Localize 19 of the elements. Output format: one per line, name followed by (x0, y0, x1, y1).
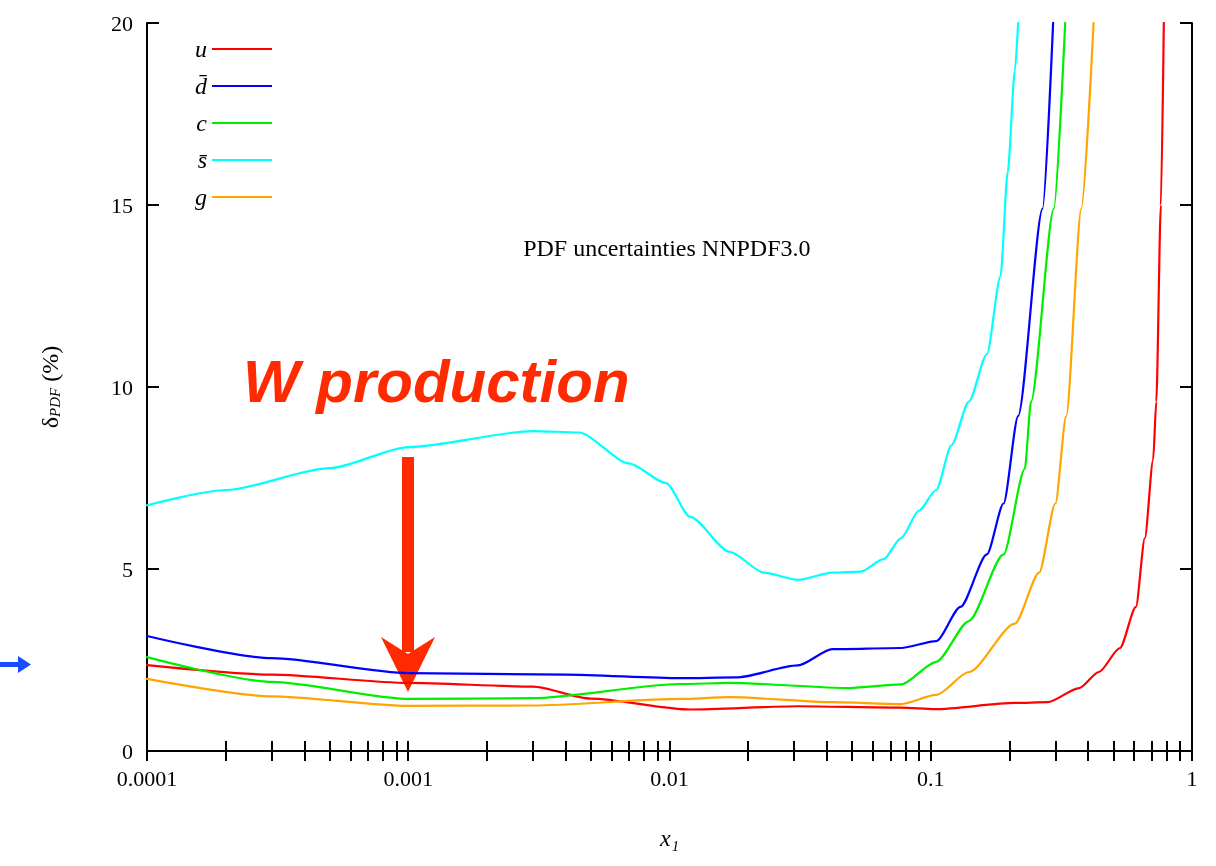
y-tick-label: 15 (111, 192, 133, 218)
x-tick-label: 0.001 (383, 765, 433, 791)
y-tick-label: 5 (122, 556, 133, 582)
legend-label: g (195, 184, 207, 210)
legend-label: c (196, 110, 208, 136)
y-tick-label: 20 (111, 10, 133, 36)
y-axis-title: δPDF (%) (36, 345, 63, 429)
x-tick-label: 1 (1186, 765, 1198, 791)
legend-label: s̄ (197, 147, 208, 173)
annotation: PDF uncertainties NNPDF3.0 (523, 235, 811, 262)
legend-label: d̄ (195, 73, 208, 99)
x-tick-label: 0.0001 (116, 765, 178, 791)
y-tick-label: 0 (122, 738, 133, 764)
y-tick-label: 10 (111, 374, 133, 400)
legend-label: u (195, 36, 207, 62)
annotation: W production (243, 347, 630, 416)
x-tick-label: 0.1 (917, 765, 945, 791)
x-tick-label: 0.01 (650, 765, 689, 791)
x-axis-title: x₁ (659, 825, 679, 851)
